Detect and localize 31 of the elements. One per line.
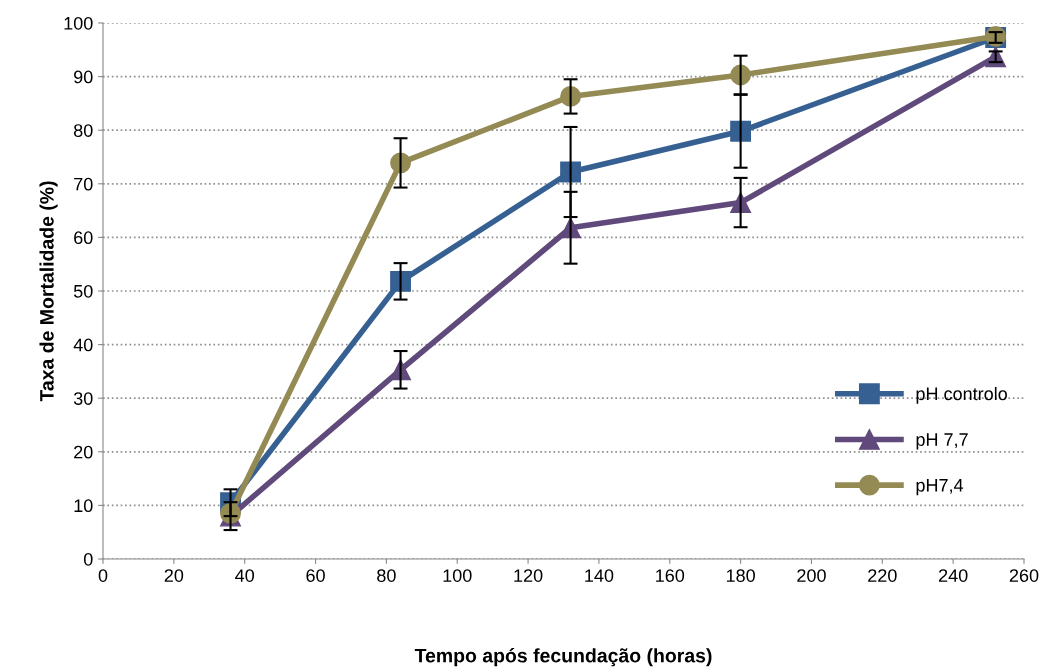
x-tick-label: 40 (235, 569, 255, 582)
x-tick-label: 260 (1009, 569, 1039, 582)
x-tick-label: 180 (726, 569, 755, 582)
x-tick-label: 60 (306, 569, 325, 582)
y-tick-label: 80 (73, 124, 93, 137)
x-axis-title: Tempo após fecundação (horas) (414, 648, 712, 667)
y-tick-label: 100 (64, 16, 93, 30)
x-tick-label: 100 (443, 569, 472, 582)
y-axis-title: Taxa de Mortalidade (%) (39, 181, 58, 402)
x-tick-label: 140 (585, 569, 614, 582)
y-tick-label: 0 (83, 552, 93, 566)
y-tick-label: 10 (74, 499, 93, 513)
y-tick-label: 60 (74, 231, 93, 245)
x-tick-label: 80 (377, 569, 396, 582)
y-tick-label: 90 (74, 70, 93, 84)
x-tick-label: 0 (98, 569, 108, 582)
legend-label: pH 7,7 (916, 433, 968, 450)
x-tick-label: 200 (797, 569, 826, 582)
y-tick-label: 30 (73, 392, 93, 405)
x-tick-label: 120 (514, 569, 543, 582)
point (390, 270, 411, 292)
legend-label: pH controlo (916, 386, 1007, 404)
x-tick-label: 20 (164, 569, 184, 582)
x-tick-label: 240 (939, 569, 968, 582)
y-tick-label: 70 (74, 177, 93, 191)
y-tick-label: 40 (73, 338, 93, 352)
x-tick-label: 160 (656, 569, 685, 582)
y-tick-label: 50 (73, 284, 93, 298)
legend-label: pH7,4 (916, 479, 964, 496)
x-tick-label: 220 (868, 569, 897, 582)
y-tick-label: 20 (74, 445, 93, 459)
